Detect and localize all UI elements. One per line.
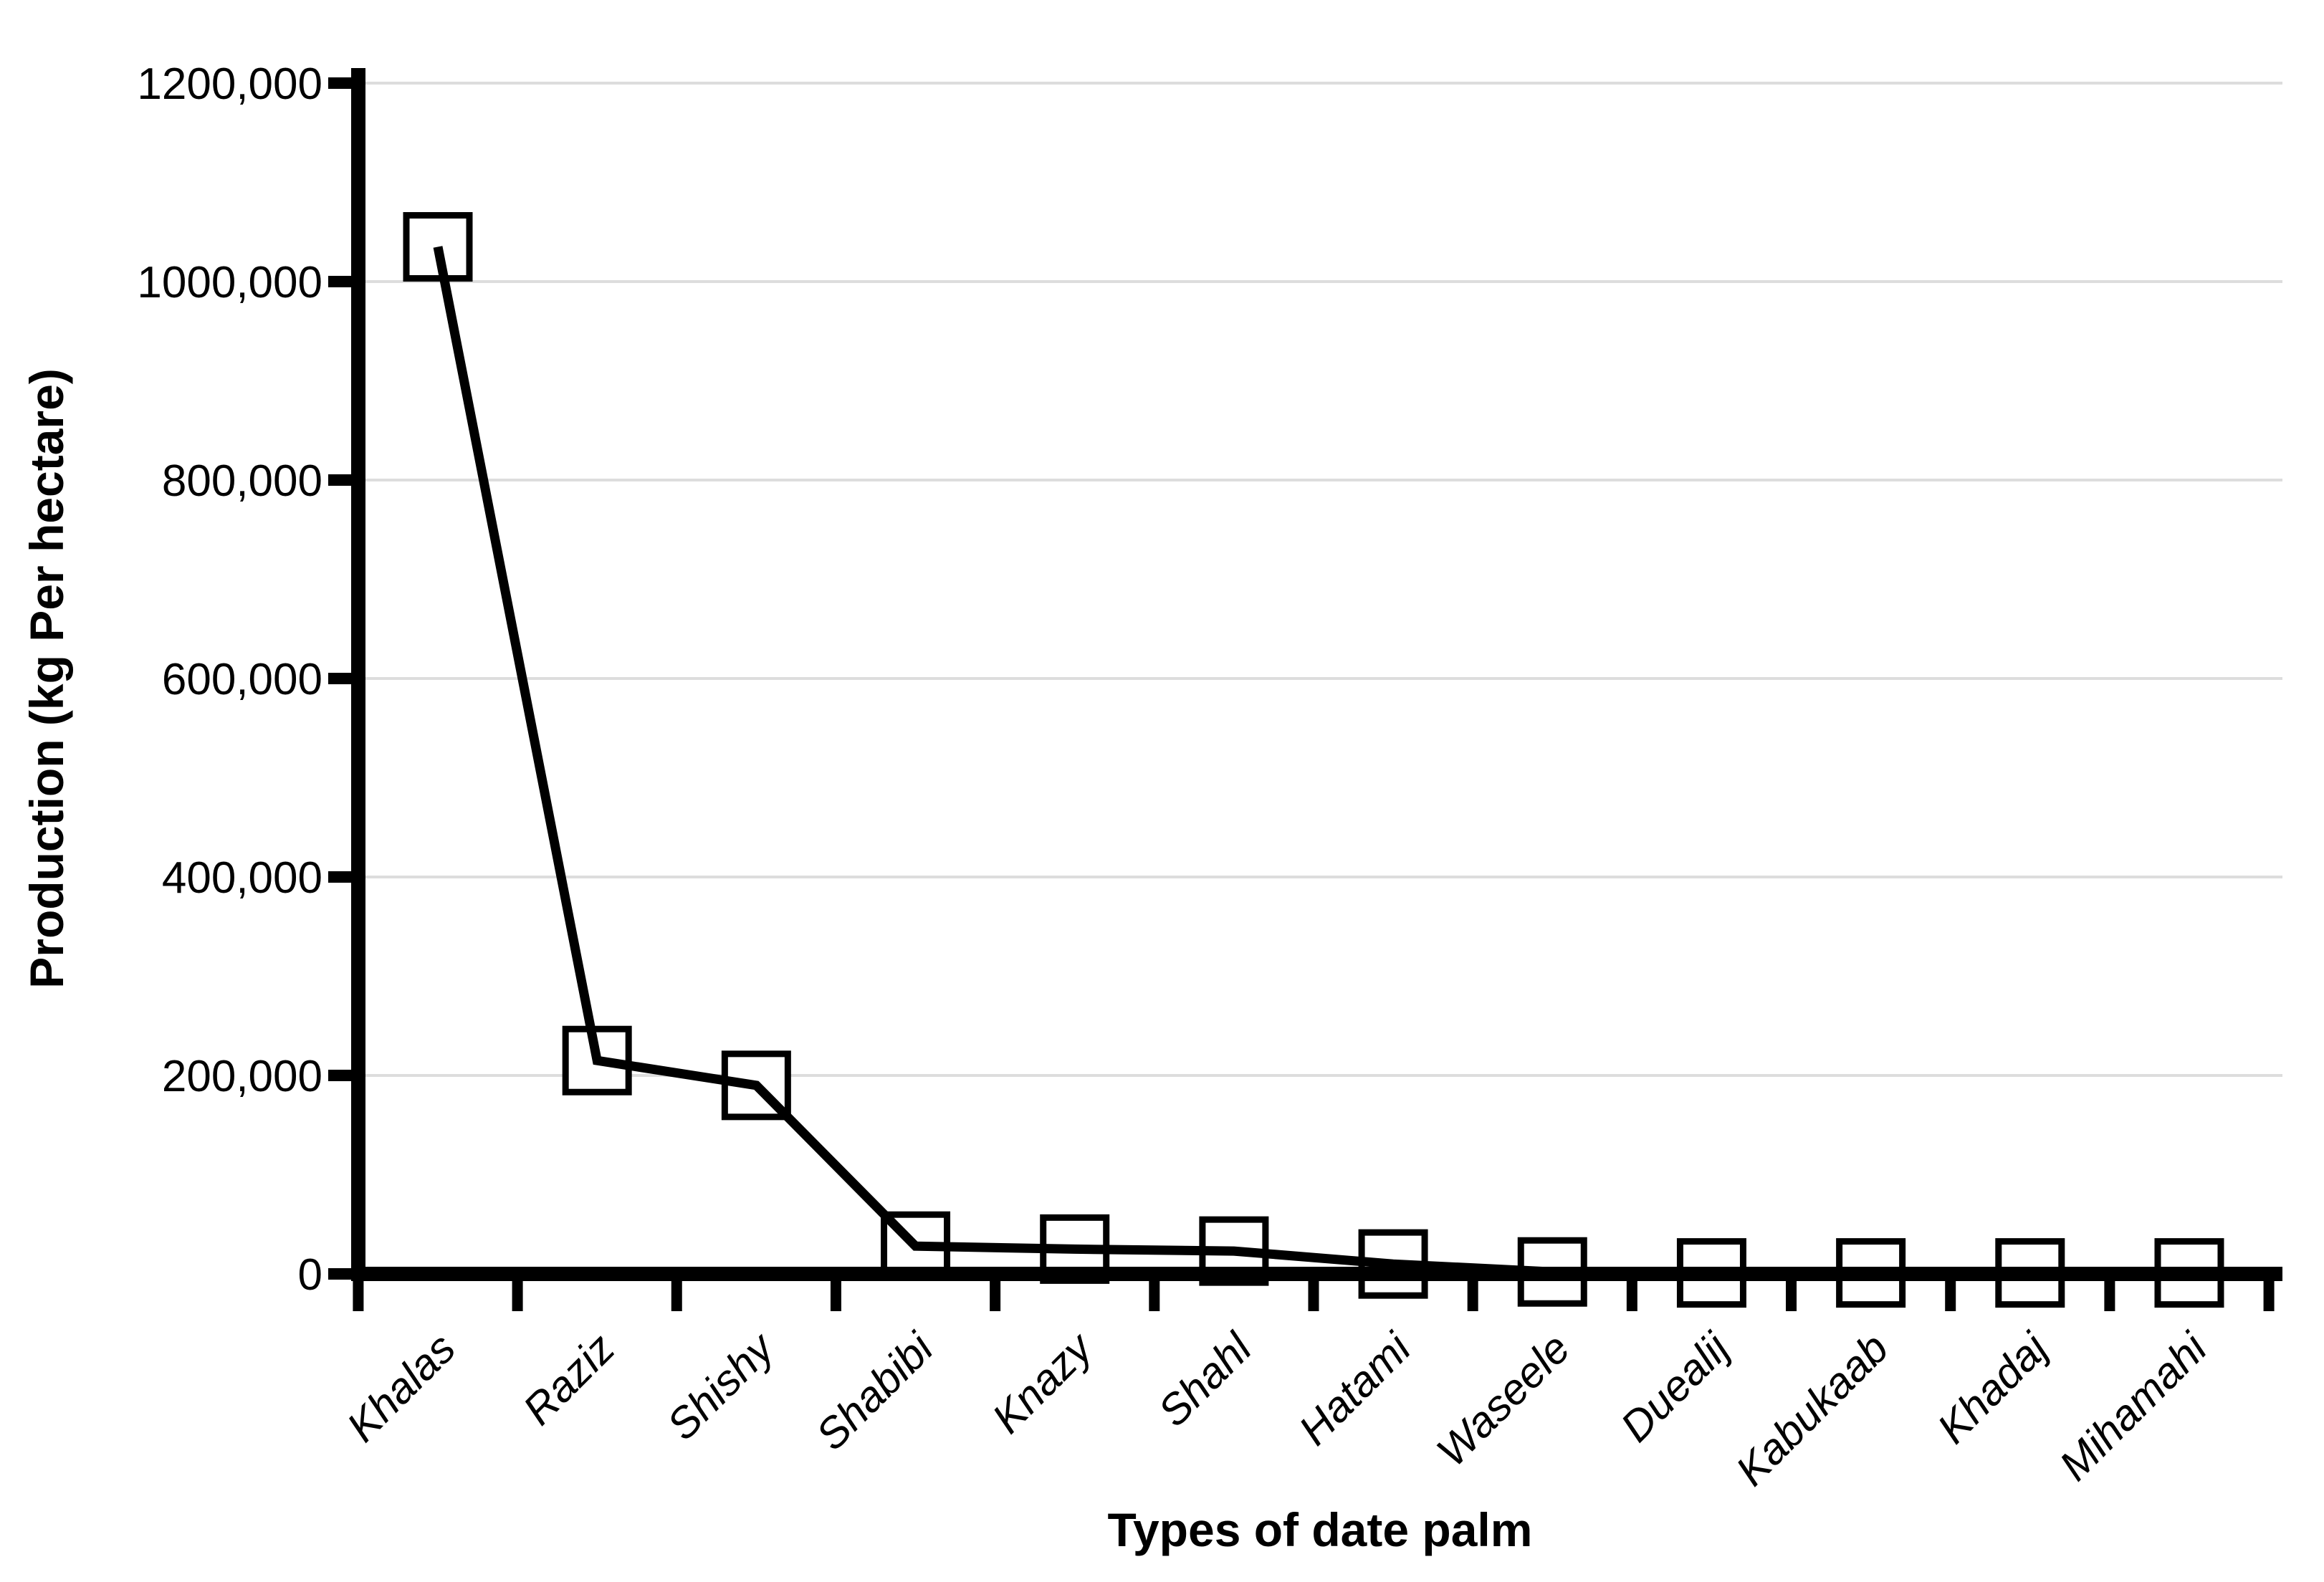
- y-tick-label: 800,000: [162, 456, 322, 506]
- x-category-label: Waseele: [1428, 1324, 1579, 1476]
- y-axis-tick: [328, 1268, 358, 1280]
- gridlines-layer: [358, 82, 2282, 1077]
- x-axis-tick: [1308, 1281, 1319, 1311]
- x-category-label: Khadaj: [1928, 1323, 2058, 1453]
- x-category-label: Knazy: [983, 1322, 1104, 1442]
- data-line-layer: [433, 246, 2189, 1278]
- x-axis-tick: [990, 1281, 1001, 1311]
- x-axis-tick: [1626, 1281, 1637, 1311]
- x-category-label: Shabibi: [807, 1323, 943, 1459]
- x-axis-tick: [2104, 1281, 2115, 1311]
- y-axis-tick: [328, 474, 358, 486]
- x-axis-tick: [1149, 1281, 1160, 1311]
- x-axis-tick: [830, 1281, 841, 1311]
- x-category-label: Duealij: [1612, 1323, 1739, 1451]
- x-category-label: Shishy: [658, 1322, 785, 1449]
- y-axis-tick: [328, 276, 358, 287]
- y-axis-tick: [328, 77, 358, 89]
- y-tick-label: 200,000: [162, 1052, 322, 1101]
- x-axis-tick: [2263, 1281, 2275, 1311]
- y-tick-label: 1000,000: [137, 258, 322, 307]
- markers-layer: [403, 212, 2224, 1308]
- y-axis-tick: [328, 1070, 358, 1081]
- x-category-label: Khalas: [338, 1324, 464, 1451]
- x-category-label: Shahl: [1149, 1323, 1261, 1436]
- data-line: [433, 246, 2189, 1278]
- x-axis-tick: [671, 1281, 682, 1311]
- axes-layer: [328, 68, 2282, 1311]
- x-axis-tick: [1467, 1281, 1478, 1311]
- x-axis-tick: [1945, 1281, 1956, 1311]
- y-tick-label: 400,000: [162, 853, 322, 903]
- y-tick-label: 1200,000: [137, 59, 322, 109]
- y-axis-tick: [328, 673, 358, 684]
- x-category-label: Mihamahi: [2050, 1323, 2217, 1490]
- x-category-label: Kabukaab: [1726, 1324, 1897, 1495]
- y-axis-title: Production (kg Per hectare): [20, 368, 73, 989]
- x-axis-tick: [512, 1281, 523, 1311]
- x-category-label: Hatami: [1290, 1323, 1421, 1454]
- y-tick-label: 0: [298, 1250, 322, 1300]
- y-axis-tick: [328, 871, 358, 883]
- x-category-label: Raziz: [514, 1324, 623, 1434]
- x-axis-tick: [1786, 1281, 1797, 1311]
- x-axis-tick: [353, 1281, 364, 1311]
- x-axis-title: Types of date palm: [1108, 1503, 1533, 1556]
- y-tick-label: 600,000: [162, 655, 322, 704]
